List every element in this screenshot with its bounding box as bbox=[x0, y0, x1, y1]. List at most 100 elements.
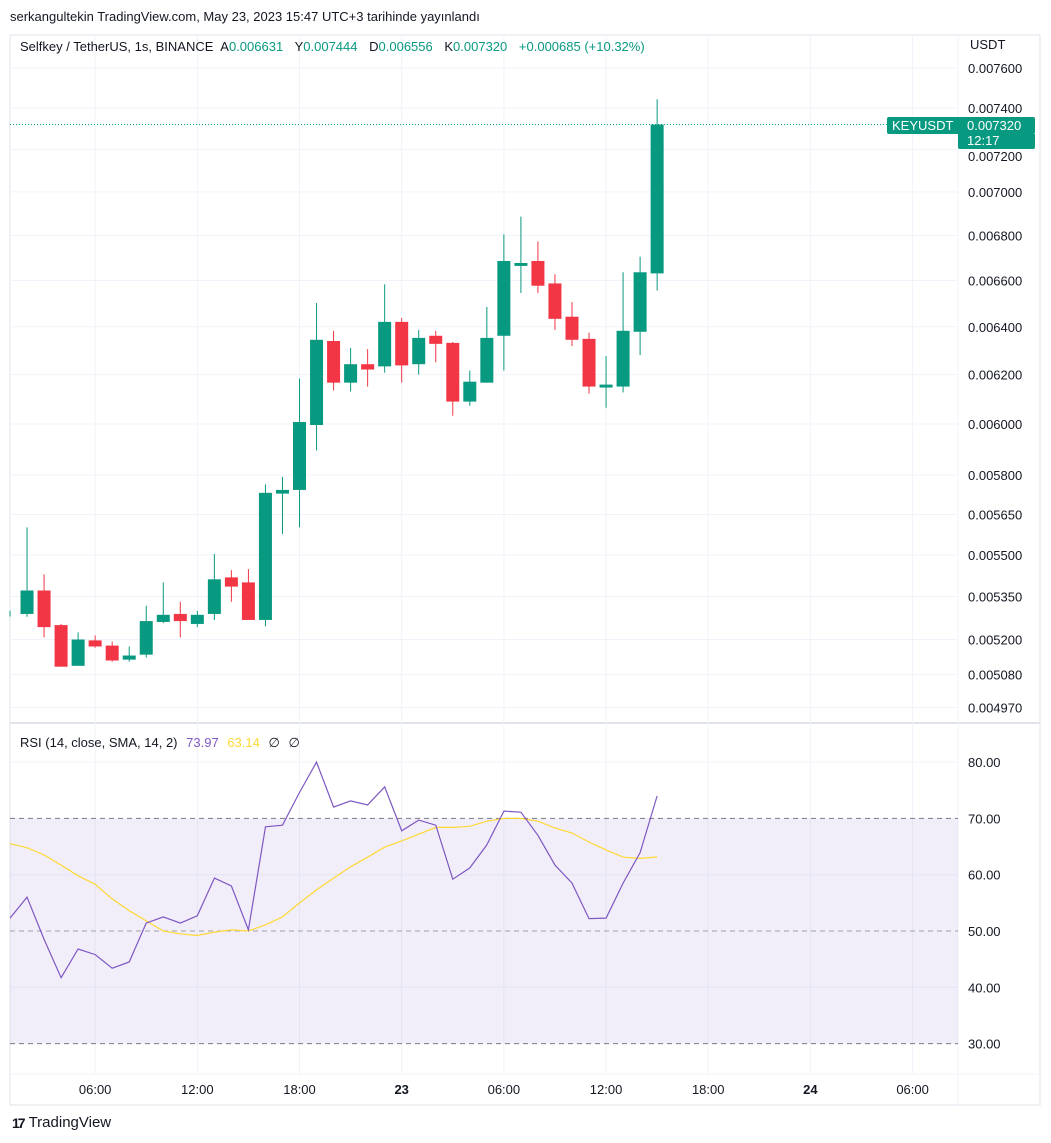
candle-body bbox=[565, 316, 579, 340]
candle-body bbox=[71, 639, 85, 666]
price-tick-label: 0.005500 bbox=[968, 548, 1022, 563]
rsi-tick-label: 70.00 bbox=[968, 811, 1001, 826]
candle-body bbox=[548, 283, 562, 319]
price-tick-label: 0.007000 bbox=[968, 185, 1022, 200]
tradingview-logo-icon: 17 bbox=[12, 1114, 26, 1131]
price-tick-label: 0.005650 bbox=[968, 508, 1022, 523]
candle-body bbox=[10, 610, 11, 617]
candle-body bbox=[173, 613, 187, 622]
candle-body bbox=[599, 384, 613, 388]
candle-body bbox=[88, 640, 102, 647]
candle-body bbox=[275, 489, 289, 494]
candle-body bbox=[582, 338, 596, 387]
symbol-legend: Selfkey / TetherUS, 1s, BINANCE A0.00663… bbox=[20, 39, 649, 54]
candle-body bbox=[497, 260, 511, 336]
time-tick-label: 23 bbox=[394, 1082, 408, 1097]
last-price-value: 0.007320 bbox=[967, 118, 1022, 133]
symbol-title[interactable]: Selfkey / TetherUS, 1s, BINANCE bbox=[20, 39, 214, 54]
candle-body bbox=[190, 614, 204, 624]
price-tick-label: 0.005200 bbox=[968, 633, 1022, 648]
candle-body bbox=[633, 272, 647, 332]
price-tick-label: 0.006800 bbox=[968, 229, 1022, 244]
candle-body bbox=[310, 339, 324, 426]
candle-body bbox=[446, 342, 460, 402]
low-label: D bbox=[369, 39, 379, 54]
time-tick-label: 06:00 bbox=[79, 1082, 112, 1097]
rsi-value: 73.97 bbox=[186, 735, 219, 750]
candle-body bbox=[37, 590, 51, 628]
candle-body bbox=[463, 381, 477, 402]
candle-body bbox=[361, 364, 375, 370]
time-tick-label: 18:00 bbox=[283, 1082, 316, 1097]
price-axis[interactable]: 0.007600 0.007400 0.007200 0.007000 0.006800… bbox=[968, 61, 1022, 716]
tradingview-logo[interactable]: 17 TradingView bbox=[12, 1114, 111, 1131]
brand-name: TradingView bbox=[28, 1114, 112, 1131]
time-tick-label: 18:00 bbox=[692, 1082, 725, 1097]
price-tick-label: 0.006000 bbox=[968, 417, 1022, 432]
rsi-tick-label: 40.00 bbox=[968, 980, 1001, 995]
candle-body bbox=[616, 330, 630, 387]
rsi-tick-label: 80.00 bbox=[968, 755, 1001, 770]
candle-body bbox=[531, 260, 545, 286]
candle-body bbox=[344, 364, 358, 383]
price-tick-label: 0.007600 bbox=[968, 61, 1022, 76]
candle-body bbox=[378, 321, 392, 367]
price-tick-label: 0.006200 bbox=[968, 368, 1022, 383]
candle-body bbox=[224, 577, 238, 587]
price-tick-label: 0.005080 bbox=[968, 668, 1022, 683]
candle-body bbox=[20, 590, 34, 614]
open-label: A bbox=[220, 39, 229, 54]
candle-body bbox=[412, 337, 426, 365]
chart-frame bbox=[9, 34, 1041, 1106]
rsi-sma-line bbox=[9, 817, 658, 937]
countdown-value: 12:17 bbox=[967, 133, 1000, 148]
price-tick-label: 0.007400 bbox=[968, 101, 1022, 116]
time-tick-label: 12:00 bbox=[181, 1082, 214, 1097]
rsi-tick-label: 60.00 bbox=[968, 868, 1001, 883]
candle-body bbox=[480, 337, 494, 383]
candle-body bbox=[122, 655, 136, 660]
rsi-legend: RSI (14, close, SMA, 14, 2) 73.97 63.14 … bbox=[20, 735, 305, 751]
low-value: 0.006556 bbox=[378, 39, 433, 54]
time-tick-label: 06:00 bbox=[896, 1082, 929, 1097]
rsi-tick-label: 50.00 bbox=[968, 924, 1001, 939]
candle-body bbox=[650, 124, 664, 274]
price-tick-label: 0.006400 bbox=[968, 320, 1022, 335]
candle-body bbox=[105, 645, 119, 661]
candle-body bbox=[258, 492, 272, 620]
rsi-band-fill bbox=[10, 818, 958, 1044]
published-line: serkangultekin TradingView.com, May 23, … bbox=[10, 9, 480, 24]
close-value: 0.007320 bbox=[453, 39, 508, 54]
last-price-tag: KEYUSDT 0.007320 bbox=[887, 117, 1035, 134]
candle-body bbox=[293, 421, 307, 490]
candle-body bbox=[54, 625, 68, 667]
rsi-lines bbox=[9, 760, 658, 980]
candles bbox=[9, 99, 887, 667]
candle-body bbox=[156, 614, 170, 622]
time-axis[interactable]: 06:00 12:00 18:00 23 06:00 12:00 18:00 24 06:00 bbox=[79, 1082, 929, 1097]
rsi-na-2: ∅ bbox=[288, 735, 300, 750]
candle-body bbox=[395, 321, 409, 366]
candle-body bbox=[139, 621, 153, 655]
candle-body bbox=[207, 579, 221, 614]
candle-body bbox=[514, 262, 528, 266]
time-tick-label: 06:00 bbox=[488, 1082, 521, 1097]
price-tick-label: 0.006600 bbox=[968, 273, 1022, 288]
open-value: 0.006631 bbox=[228, 39, 284, 54]
rsi-title[interactable]: RSI (14, close, SMA, 14, 2) bbox=[20, 735, 178, 750]
high-label: Y bbox=[294, 39, 304, 54]
rsi-line bbox=[9, 760, 658, 980]
high-value: 0.007444 bbox=[303, 39, 358, 54]
grid bbox=[9, 34, 1041, 1106]
rsi-tick-label: 30.00 bbox=[968, 1037, 1001, 1052]
price-unit: USDT bbox=[970, 37, 1006, 52]
rsi-sma-value: 63.14 bbox=[227, 735, 260, 750]
change-value: +0.000685 (+10.32%) bbox=[518, 39, 645, 54]
price-tick-label: 0.004970 bbox=[968, 701, 1022, 716]
rsi-axis[interactable]: 80.00 70.00 60.00 50.00 40.00 30.00 bbox=[968, 755, 1001, 1052]
time-tick-label: 24 bbox=[803, 1082, 818, 1097]
time-tick-label: 12:00 bbox=[590, 1082, 623, 1097]
price-tick-label: 0.005350 bbox=[968, 590, 1022, 605]
candle-body bbox=[429, 335, 443, 344]
